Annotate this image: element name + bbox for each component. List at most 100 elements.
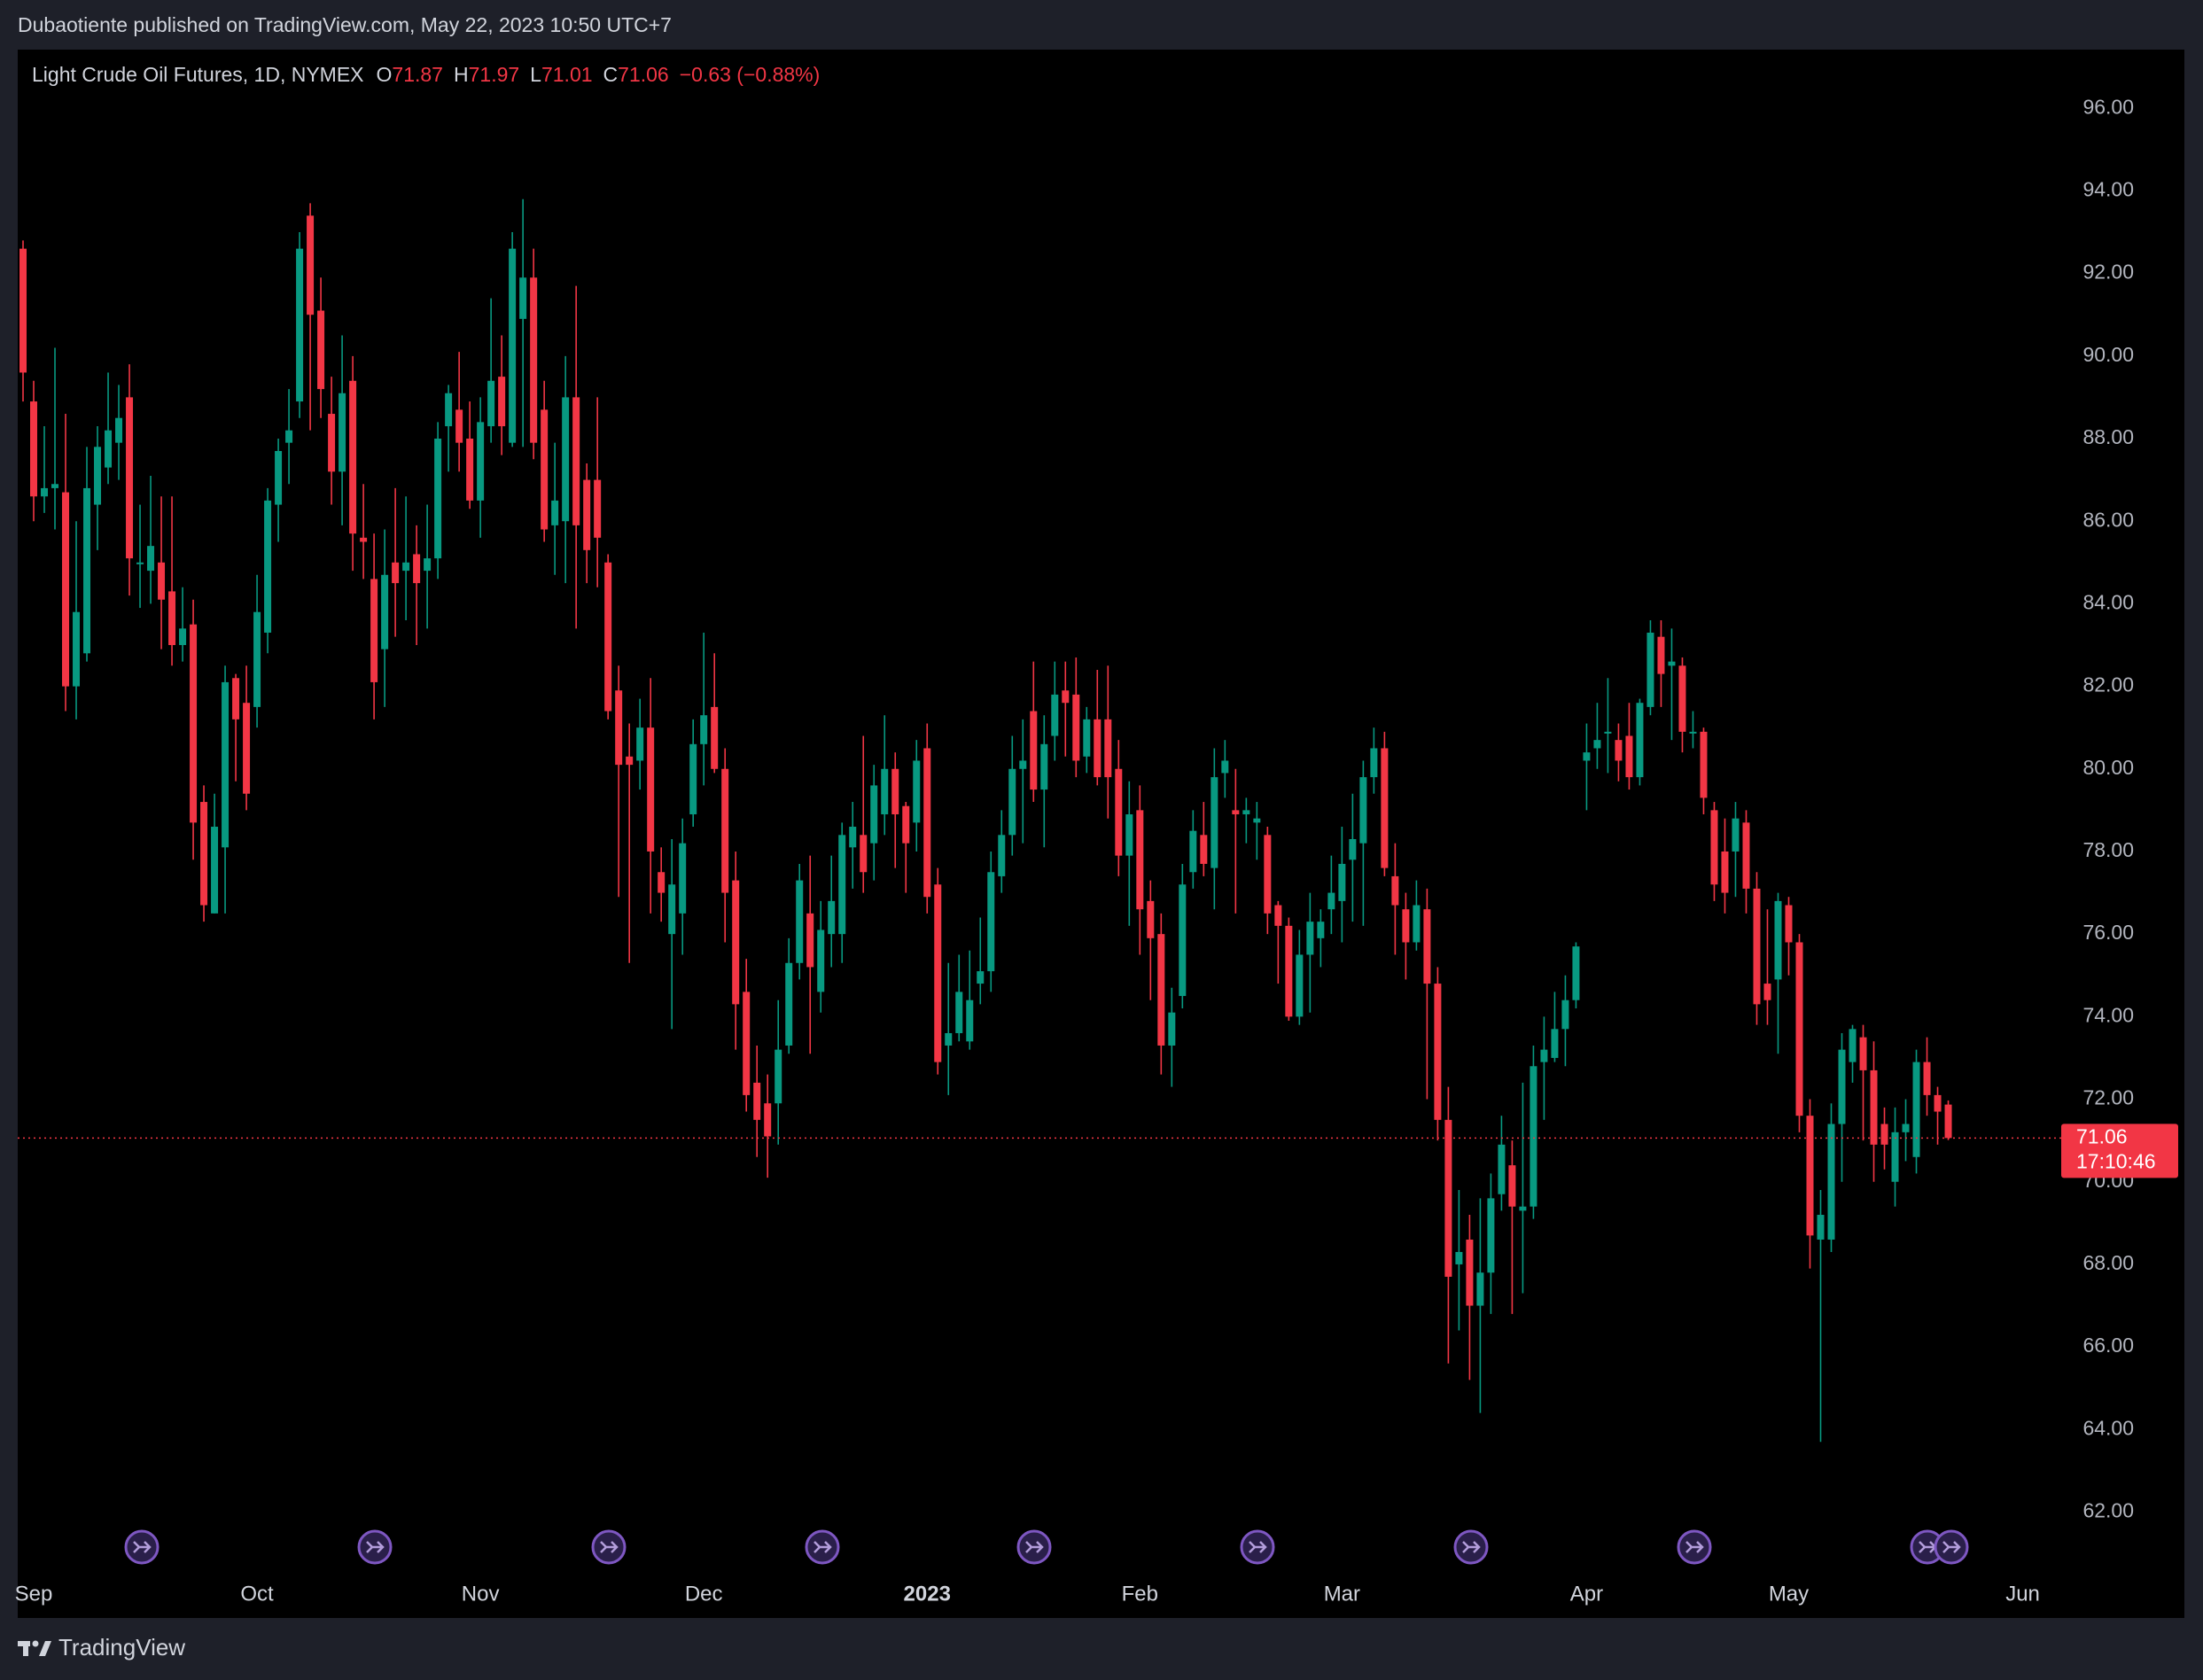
candle-body xyxy=(1646,633,1654,707)
candle-body xyxy=(222,681,230,848)
candle-body xyxy=(775,1049,782,1104)
candle-body xyxy=(275,450,283,505)
candle-body xyxy=(541,409,549,530)
candle-body xyxy=(1221,760,1229,774)
candle-body xyxy=(700,715,708,744)
candle-body xyxy=(1700,731,1708,798)
candle-body xyxy=(94,447,102,505)
candle-body xyxy=(1402,909,1410,943)
y-tick-label: 74.00 xyxy=(2082,1003,2134,1026)
y-tick-label: 84.00 xyxy=(2082,590,2134,613)
candle-body xyxy=(455,409,463,443)
y-tick-label: 90.00 xyxy=(2082,343,2134,366)
last-price-label: 71.06 xyxy=(2076,1124,2128,1147)
price-change: −0.63 (−0.88%) xyxy=(680,63,821,86)
x-tick-label: 2023 xyxy=(904,1582,951,1606)
candle-body xyxy=(402,562,410,572)
candle-body xyxy=(328,414,336,472)
y-tick-label: 62.00 xyxy=(2082,1499,2134,1522)
chart-legend: Light Crude Oil Futures, 1D, NYMEX O71.87… xyxy=(32,63,820,86)
x-tick-label: Oct xyxy=(240,1582,274,1606)
candle-body xyxy=(860,835,868,873)
candle-body xyxy=(1742,822,1750,889)
candle-body xyxy=(147,546,155,572)
candle-body xyxy=(1657,636,1665,674)
y-tick-label: 72.00 xyxy=(2082,1086,2134,1109)
candle-body xyxy=(1104,719,1112,778)
candle-body xyxy=(1678,665,1686,732)
candle-body xyxy=(604,562,612,712)
candle-body xyxy=(796,880,804,963)
candle-body xyxy=(1072,694,1080,761)
y-tick-label: 80.00 xyxy=(2082,756,2134,779)
candle-body xyxy=(1880,1124,1888,1145)
candle-body xyxy=(530,277,538,443)
candle-body xyxy=(1338,863,1346,901)
candle-body xyxy=(1232,810,1240,815)
event-icon xyxy=(1934,1529,1969,1565)
candle-body xyxy=(891,768,899,815)
candle-body xyxy=(179,628,187,645)
candle-body xyxy=(1008,768,1016,836)
chart-title: Light Crude Oil Futures, 1D, NYMEX xyxy=(32,63,364,86)
candle-body xyxy=(477,422,485,501)
candle-body xyxy=(264,500,272,634)
candle-body xyxy=(1902,1124,1910,1132)
candle-body xyxy=(870,785,878,844)
candle-body xyxy=(1551,1029,1559,1058)
ohlc-value: 71.01 xyxy=(541,63,593,86)
candle-body xyxy=(41,487,49,497)
x-tick-label: Feb xyxy=(1122,1582,1158,1606)
candle-body xyxy=(1359,777,1367,844)
candle-body xyxy=(285,430,293,443)
candle-body xyxy=(381,574,389,649)
candle-body xyxy=(679,843,687,914)
ohlc-value: 71.97 xyxy=(469,63,520,86)
candle-body xyxy=(1274,905,1282,926)
candle-body xyxy=(317,310,325,390)
candle-body xyxy=(1923,1062,1931,1095)
candle-body xyxy=(1189,830,1197,873)
candle-body xyxy=(19,248,27,373)
candle-body xyxy=(1157,934,1165,1046)
candle-body xyxy=(1466,1239,1474,1306)
x-tick-label: May xyxy=(1769,1582,1809,1606)
candle-body xyxy=(1253,818,1261,823)
candle-body xyxy=(1444,1119,1452,1277)
candle-body xyxy=(1838,1049,1846,1124)
x-tick-label: Mar xyxy=(1324,1582,1360,1606)
candle-body xyxy=(307,215,315,315)
event-arrow xyxy=(366,1541,385,1553)
event-icon xyxy=(357,1529,393,1565)
candle-body xyxy=(1944,1104,1952,1139)
candle-body xyxy=(998,835,1006,876)
candle-body xyxy=(349,380,357,534)
event-arrow xyxy=(1462,1541,1481,1553)
candle-body xyxy=(711,706,719,769)
candle-body xyxy=(1317,922,1325,938)
candle-body xyxy=(806,913,814,968)
candle-body xyxy=(115,417,123,443)
candle-body xyxy=(1721,851,1729,893)
candle-body xyxy=(211,827,219,914)
candle-body xyxy=(1125,814,1133,856)
candle-body xyxy=(1285,925,1293,1017)
event-icon xyxy=(1677,1529,1712,1565)
x-tick-label: Nov xyxy=(462,1582,500,1606)
candle-body xyxy=(785,962,793,1046)
candle-body xyxy=(562,397,570,522)
candle-body xyxy=(1381,748,1389,868)
event-icon xyxy=(1016,1529,1052,1565)
candle-body xyxy=(168,591,176,645)
candle-body xyxy=(243,703,251,794)
candle-body xyxy=(1912,1062,1920,1157)
candle-body xyxy=(190,624,198,823)
candle-body xyxy=(509,248,517,443)
candle-body xyxy=(1530,1066,1537,1207)
x-tick-label: Dec xyxy=(685,1582,723,1606)
candle-body xyxy=(1476,1272,1484,1306)
candle-body xyxy=(1434,984,1442,1120)
candle-body xyxy=(413,554,421,584)
candle-body xyxy=(743,992,751,1095)
